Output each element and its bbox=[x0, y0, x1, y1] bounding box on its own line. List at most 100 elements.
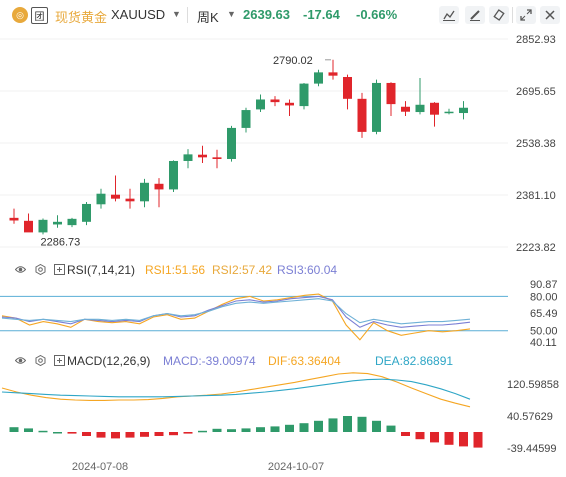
macd-histogram-bar bbox=[430, 432, 439, 443]
expand-icon bbox=[520, 9, 532, 21]
dea-value: DEA:82.86891 bbox=[375, 354, 454, 368]
rsi-tick-label: 80.00 bbox=[530, 291, 558, 303]
last-price: 2639.63 bbox=[243, 7, 290, 22]
high-price-label: 2790.02 bbox=[273, 55, 313, 67]
toggle-panel-icon[interactable]: 团 bbox=[31, 7, 48, 24]
macd-histogram-bar bbox=[198, 430, 207, 433]
chart-toolbar: ◎ 团 现货黄金 XAUUSD ▼ 周K ▼ 2639.63 -17.64 -0… bbox=[0, 0, 566, 30]
candle-body bbox=[154, 183, 164, 190]
macd-histogram-bar bbox=[241, 428, 251, 432]
period-selector[interactable]: 周K bbox=[197, 10, 219, 25]
symbol-name-cn[interactable]: 现货黄金 bbox=[55, 10, 108, 25]
macd-histogram-bar bbox=[212, 428, 222, 432]
candle-body bbox=[111, 194, 120, 199]
candle-body bbox=[212, 157, 222, 159]
candle-body bbox=[24, 220, 33, 233]
visibility-eye-icon[interactable] bbox=[15, 264, 26, 275]
rsi3-line bbox=[1, 298, 471, 325]
candle-body bbox=[415, 104, 425, 113]
expand-button[interactable] bbox=[516, 6, 536, 24]
y-tick-label: 2695.65 bbox=[516, 86, 556, 98]
rsi-tick-label: 90.87 bbox=[530, 280, 558, 291]
candle-body bbox=[67, 218, 77, 226]
macd-histogram-bar bbox=[459, 432, 468, 447]
rsi3-value: RSI3:60.04 bbox=[277, 263, 338, 277]
macd-histogram-bar bbox=[256, 427, 265, 432]
candle-body bbox=[285, 102, 294, 106]
rsi-tick-label: 65.49 bbox=[530, 308, 558, 320]
indicator-select-icon[interactable] bbox=[54, 355, 65, 366]
macd-histogram-bar bbox=[67, 432, 77, 434]
candle-body bbox=[140, 182, 149, 202]
macd-histogram-bar bbox=[24, 428, 33, 432]
candle-body bbox=[96, 193, 106, 205]
rsi-header: RSI(7,14,21) RSI1:51.56 RSI2:57.42 RSI3:… bbox=[0, 261, 566, 279]
pencil-icon bbox=[470, 10, 480, 21]
macd-histogram-bar bbox=[111, 432, 120, 439]
period-dropdown-icon[interactable]: ▼ bbox=[227, 9, 236, 19]
candle-body bbox=[227, 127, 236, 159]
visibility-eye-icon[interactable] bbox=[15, 355, 26, 366]
macd-histogram-bar bbox=[154, 432, 164, 436]
macd-histogram-bar bbox=[314, 420, 323, 432]
candle-body bbox=[430, 102, 439, 115]
indicator-select-icon[interactable] bbox=[54, 264, 65, 275]
candle-body bbox=[82, 203, 91, 222]
draw-tool-button[interactable] bbox=[465, 6, 485, 24]
x-tick-label: 2024-10-07 bbox=[268, 461, 324, 473]
close-button[interactable] bbox=[540, 6, 560, 24]
macd-histogram-bar bbox=[96, 432, 106, 438]
brand-logo-icon: ◎ bbox=[12, 7, 28, 23]
candle-body bbox=[169, 160, 178, 190]
y-tick-label: 2381.10 bbox=[516, 190, 556, 202]
rsi-tick-label: 40.11 bbox=[530, 337, 557, 346]
macd-histogram-bar bbox=[53, 432, 62, 434]
macd-histogram-bar bbox=[444, 432, 454, 445]
toolbar-divider bbox=[512, 7, 513, 23]
candle-body bbox=[459, 107, 468, 114]
x-tick-label: 2024-07-08 bbox=[72, 461, 128, 473]
candle-body bbox=[357, 98, 367, 132]
macd-histogram-bar bbox=[270, 426, 280, 432]
candle-body bbox=[198, 154, 207, 158]
candle-body bbox=[9, 217, 19, 221]
rsi-tick-label: 50.00 bbox=[530, 326, 558, 338]
settings-gear-icon[interactable] bbox=[35, 264, 46, 275]
candlestick-chart[interactable]: 2852.93 2695.65 2538.38 2381.10 2223.82 2790… bbox=[0, 30, 566, 258]
eraser-button[interactable] bbox=[489, 6, 509, 24]
macd-histogram-bar bbox=[169, 432, 178, 436]
price-change: -17.64 bbox=[303, 7, 340, 22]
candle-body bbox=[256, 99, 265, 110]
macd-histogram-bar bbox=[227, 429, 236, 432]
candle-body bbox=[386, 82, 396, 105]
macd-histogram-bar bbox=[140, 432, 149, 437]
low-price-label: 2286.73 bbox=[41, 237, 81, 249]
settings-gear-icon[interactable] bbox=[35, 355, 46, 366]
macd-tick-label: -39.44599 bbox=[507, 443, 557, 455]
macd-chart[interactable]: 120.59858 40.57629 -39.44599 2024-07-08 2024… bbox=[0, 370, 566, 477]
symbol-dropdown-icon[interactable]: ▼ bbox=[172, 9, 181, 19]
macd-tick-label: 120.59858 bbox=[507, 379, 559, 391]
symbol-code[interactable]: XAUUSD bbox=[111, 7, 166, 22]
dea-line bbox=[1, 378, 471, 400]
candle-body bbox=[343, 76, 352, 99]
macd-histogram-bar bbox=[473, 432, 483, 448]
macd-histogram-bar bbox=[82, 432, 91, 436]
candle-body bbox=[53, 221, 62, 225]
macd-histogram-bar bbox=[401, 432, 410, 436]
y-tick-label: 2538.38 bbox=[516, 138, 556, 150]
macd-title: MACD(12,26,9) bbox=[67, 354, 151, 368]
macd-value: MACD:-39.00974 bbox=[163, 354, 256, 368]
dif-value: DIF:63.36404 bbox=[268, 354, 341, 368]
candle-body bbox=[328, 72, 338, 76]
y-tick-label: 2223.82 bbox=[516, 242, 556, 254]
rsi1-value: RSI1:51.56 bbox=[145, 263, 206, 277]
chart-type-button[interactable] bbox=[439, 6, 459, 24]
candle-body bbox=[314, 72, 323, 84]
dif-line bbox=[1, 372, 471, 408]
macd-histogram-bar bbox=[9, 427, 19, 432]
macd-histogram-bar bbox=[299, 423, 309, 432]
rsi1-line bbox=[1, 293, 471, 341]
candle-body bbox=[299, 83, 309, 107]
